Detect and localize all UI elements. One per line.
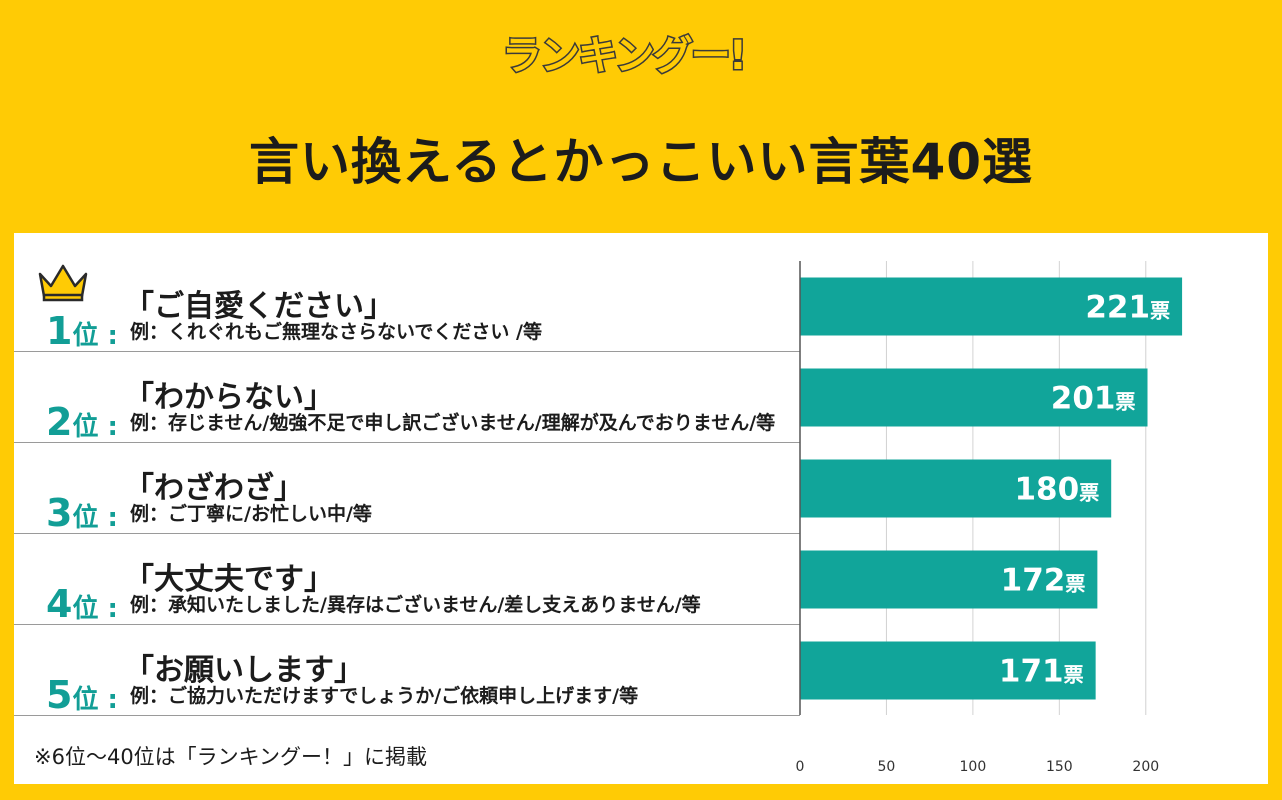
bar-chart-svg: 221票 201票 180票 172票 171票 0 50 100 150 200 bbox=[796, 261, 1183, 775]
row-divider bbox=[14, 442, 800, 443]
rank-number: 1位 : bbox=[46, 309, 118, 353]
ranking-label: 「大丈夫です」 bbox=[124, 562, 334, 597]
bar bbox=[800, 550, 1098, 609]
ranking-label: 「お願いします」 bbox=[124, 653, 364, 688]
rank-number: 2位 : bbox=[46, 400, 118, 444]
bar bbox=[800, 368, 1148, 427]
rank-number: 4位 : bbox=[46, 582, 118, 626]
ranking-example: 例：くれぐれもご無理なさらないでください /等 bbox=[130, 321, 542, 343]
page-title: 言い換えるとかっこいい言葉40選 bbox=[248, 133, 1034, 191]
ranking-example: 例：ご丁寧に/お忙しい中/等 bbox=[130, 503, 372, 525]
bar-value-label: 171票 bbox=[999, 654, 1084, 690]
x-tick-label: 50 bbox=[878, 759, 896, 775]
x-tick-label: 100 bbox=[960, 759, 987, 775]
ranking-row-5: 5位 : 「お願いします」 例：ご協力いただけますでしょうか/ご依頼申し上げます… bbox=[14, 625, 804, 717]
logo-text: ランキングー! bbox=[502, 33, 745, 79]
ranking-row-4: 4位 : 「大丈夫です」 例：承知いたしました/異存はございません/差し支えあり… bbox=[14, 534, 804, 626]
x-tick-label: 0 bbox=[796, 759, 805, 775]
row-divider bbox=[14, 351, 800, 352]
row-divider bbox=[14, 624, 800, 625]
bar bbox=[800, 641, 1096, 700]
ranking-row-1: 1位 : 「ご自愛ください」 例：くれぐれもご無理なさらないでください /等 bbox=[14, 261, 804, 353]
bar-value-label: 180票 bbox=[1014, 472, 1099, 508]
ranking-example: 例：存じません/勉強不足で申し訳ございません/理解が及んでおりません/等 bbox=[130, 412, 776, 434]
ranking-row-2: 2位 : 「わからない」 例：存じません/勉強不足で申し訳ございません/理解が及… bbox=[14, 352, 804, 444]
footnote: ※6位〜40位は「ランキングー！」に掲載 bbox=[34, 745, 428, 769]
crown-icon bbox=[38, 264, 88, 302]
ranking-example: 例：承知いたしました/異存はございません/差し支えありません/等 bbox=[130, 594, 701, 616]
bar-chart: 221票 201票 180票 172票 171票 0 50 100 150 200 bbox=[784, 233, 1268, 784]
x-tick-label: 150 bbox=[1046, 759, 1073, 775]
ranking-row-3: 3位 : 「わざわざ」 例：ご丁寧に/お忙しい中/等 bbox=[14, 443, 804, 535]
x-tick-label: 200 bbox=[1132, 759, 1159, 775]
bar-value-label: 201票 bbox=[1051, 381, 1136, 417]
row-divider bbox=[14, 715, 800, 716]
ranking-label: 「ご自愛ください」 bbox=[124, 289, 394, 324]
bar-value-label: 221票 bbox=[1085, 290, 1170, 326]
ranking-label: 「わざわざ」 bbox=[124, 471, 304, 506]
bar-value-label: 172票 bbox=[1001, 563, 1086, 599]
ranking-example: 例：ご協力いただけますでしょうか/ご依頼申し上げます/等 bbox=[130, 685, 639, 707]
bar bbox=[800, 277, 1183, 336]
ranking-goo-logo: ランキングー! bbox=[500, 22, 780, 84]
bar bbox=[800, 459, 1112, 518]
row-divider bbox=[14, 533, 800, 534]
rank-number: 5位 : bbox=[46, 673, 118, 717]
ranking-panel: 1位 : 「ご自愛ください」 例：くれぐれもご無理なさらないでください /等 2… bbox=[14, 233, 1268, 784]
ranking-label: 「わからない」 bbox=[124, 380, 334, 415]
rank-number: 3位 : bbox=[46, 491, 118, 535]
